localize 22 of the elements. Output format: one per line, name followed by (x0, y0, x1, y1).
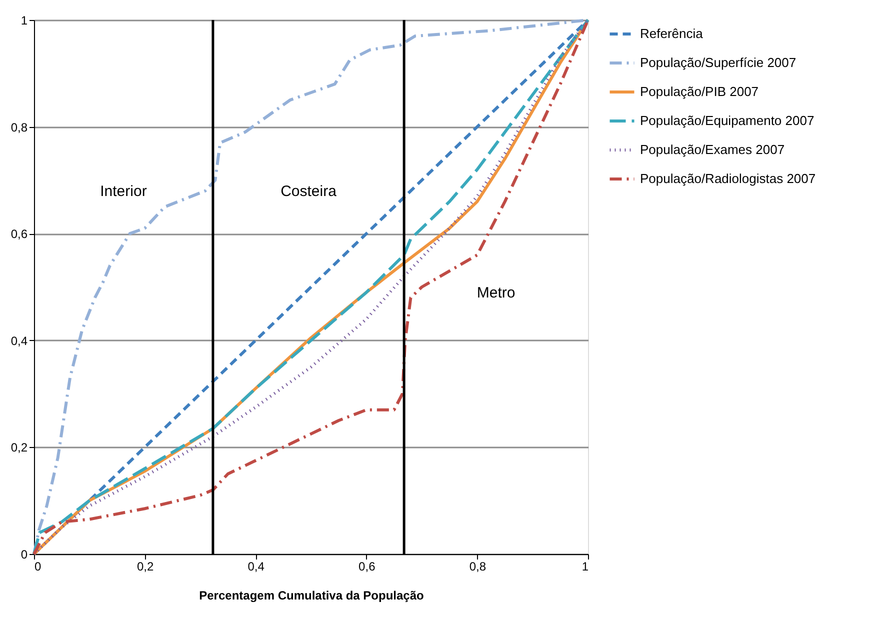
annotation: Interior (100, 182, 147, 200)
x-tick-label: 0,6 (358, 560, 376, 574)
legend-label: População/Superfície 2007 (640, 55, 796, 70)
y-tick-label: 0,4 (10, 334, 28, 348)
x-tick-label: 1 (582, 560, 589, 574)
legend-label: População/Exames 2007 (640, 142, 785, 157)
annotation: Costeira (280, 182, 338, 200)
legend-label: População/Equipamento 2007 (640, 113, 814, 128)
y-tick-label: 0,6 (10, 227, 28, 242)
y-tick-label: 0,2 (10, 440, 28, 455)
legend-label: População/Radiologistas 2007 (640, 171, 816, 186)
y-tick-label: 1 (20, 14, 28, 28)
annotation: Metro (476, 284, 516, 302)
x-tick-label: 0,2 (136, 560, 154, 574)
legend-label: Referência (640, 26, 704, 41)
y-tick-label: 0,8 (10, 120, 28, 134)
x-axis-title: Percentagem Cumulativa da População (199, 588, 424, 602)
x-tick-label: 0,4 (248, 560, 265, 574)
y-tick-label: 0 (20, 548, 28, 562)
x-tick-label: 0,8 (469, 560, 486, 574)
x-tick-label: 0 (34, 560, 42, 574)
legend-label: População/PIB 2007 (640, 84, 759, 99)
